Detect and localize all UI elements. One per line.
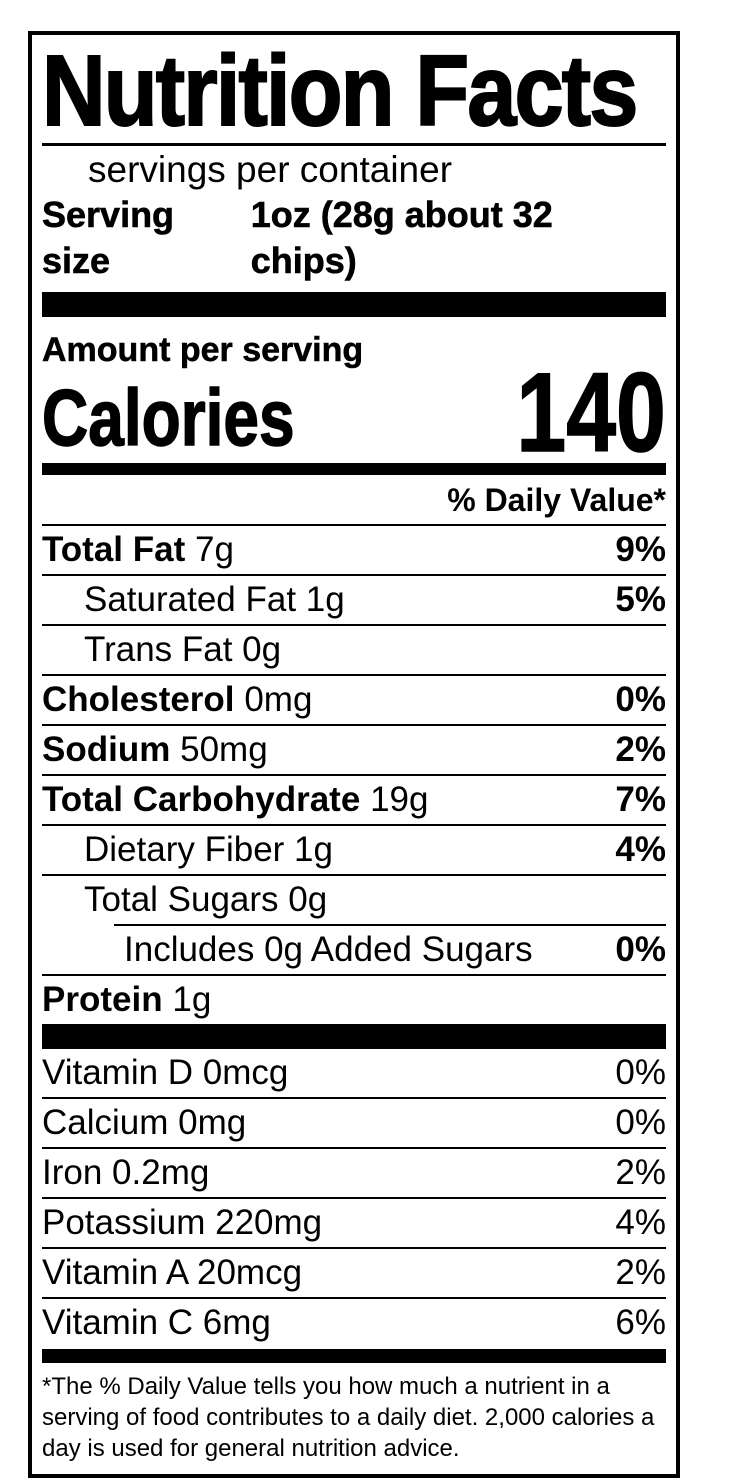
- nutrient-name: Trans Fat 0g: [42, 632, 281, 668]
- vitamin-row-potassium: Potassium 220mg 4%: [42, 1197, 666, 1247]
- vitamin-dv: 0%: [615, 1103, 666, 1142]
- servings-per-container: servings per container: [88, 149, 453, 190]
- nutrient-name: Total Carbohydrate 19g: [42, 782, 428, 818]
- nutrient-amount: Includes 0g Added Sugars: [124, 930, 533, 969]
- nutrient-row-dietary-fiber: Dietary Fiber 1g 4%: [42, 824, 666, 874]
- nutrient-name: Total Sugars 0g: [42, 882, 327, 918]
- daily-value-header: % Daily Value*: [447, 482, 666, 518]
- nutrient-dv: 7%: [615, 780, 666, 819]
- vitamin-name: Iron 0.2mg: [42, 1153, 210, 1192]
- vitamin-name: Calcium 0mg: [42, 1103, 247, 1142]
- calories-row: Calories 140: [41, 350, 667, 475]
- title-divider: [42, 143, 666, 146]
- label-title: Nutrition Facts: [41, 35, 639, 147]
- vitamin-row-calcium: Calcium 0mg 0%: [42, 1097, 666, 1147]
- nutrition-facts-label: Nutrition Facts servings per container S…: [28, 31, 680, 1478]
- nutrient-row-total-sugars: Total Sugars 0g: [42, 874, 666, 924]
- nutrient-name: Cholesterol 0mg: [42, 682, 312, 718]
- nutrient-amount: Trans Fat 0g: [84, 630, 282, 669]
- nutrient-name: Includes 0g Added Sugars: [42, 932, 533, 968]
- nutrient-dv: 4%: [615, 830, 666, 869]
- nutrient-section: Total Fat 7g 9% Saturated Fat 1g 5% Trans…: [42, 524, 666, 1024]
- calories-label: Calories: [41, 373, 295, 462]
- vitamin-row-vitamin-d: Vitamin D 0mcg 0%: [42, 1049, 666, 1097]
- thick-separator-top: [42, 292, 666, 317]
- nutrient-amount: 0mg: [244, 680, 313, 719]
- nutrient-amount: 19g: [370, 780, 429, 819]
- vitamin-name: Vitamin A 20mcg: [42, 1253, 303, 1292]
- thick-separator-middle: [42, 1024, 666, 1049]
- nutrient-amount: 1g: [172, 980, 212, 1019]
- nutrient-amount: Dietary Fiber 1g: [84, 830, 333, 869]
- vitamin-dv: 4%: [615, 1203, 666, 1242]
- vitamin-dv: 0%: [615, 1053, 666, 1092]
- nutrient-name: Saturated Fat 1g: [42, 582, 345, 618]
- nutrient-dv: 0%: [615, 680, 666, 719]
- nutrient-name-bold: Total Carbohydrate: [42, 780, 361, 819]
- nutrient-name-bold: Sodium: [42, 730, 171, 769]
- amount-per-serving-label: Amount per serving: [42, 331, 364, 370]
- nutrient-amount: 50mg: [180, 730, 268, 769]
- nutrient-dv: 2%: [615, 730, 666, 769]
- calories-separator: [42, 463, 666, 475]
- nutrient-amount: Saturated Fat 1g: [84, 580, 345, 619]
- nutrient-row-total-carbohydrate: Total Carbohydrate 19g 7%: [42, 774, 666, 824]
- added-sugars-divider: [114, 924, 666, 926]
- nutrient-name: Sodium 50mg: [42, 732, 268, 768]
- vitamin-row-vitamin-a: Vitamin A 20mcg 2%: [42, 1247, 666, 1297]
- nutrient-row-protein: Protein 1g: [42, 974, 666, 1024]
- nutrient-row-cholesterol: Cholesterol 0mg 0%: [42, 674, 666, 724]
- footnote-text: *The % Daily Value tells you how much a …: [42, 1373, 655, 1462]
- vitamin-dv: 2%: [615, 1153, 666, 1192]
- nutrient-name-bold: Cholesterol: [42, 680, 235, 719]
- nutrient-row-sodium: Sodium 50mg 2%: [42, 724, 666, 774]
- nutrient-name: Total Fat 7g: [42, 532, 234, 568]
- serving-size-row: Serving size 1oz (28g about 32 chips): [42, 192, 666, 284]
- nutrient-row-total-fat: Total Fat 7g 9%: [42, 524, 666, 574]
- vitamin-name: Potassium 220mg: [42, 1203, 323, 1242]
- vitamin-dv: 2%: [615, 1253, 666, 1292]
- serving-size-label: Serving size: [42, 194, 175, 282]
- nutrient-row-added-sugars: Includes 0g Added Sugars 0%: [42, 926, 666, 974]
- vitamin-row-iron: Iron 0.2mg 2%: [42, 1147, 666, 1197]
- nutrient-dv: 0%: [615, 930, 666, 969]
- nutrient-dv: 9%: [615, 530, 666, 569]
- nutrient-name: Dietary Fiber 1g: [42, 832, 333, 868]
- vitamin-row-vitamin-c: Vitamin C 6mg 6%: [42, 1297, 666, 1347]
- vitamin-dv: 6%: [615, 1303, 666, 1342]
- nutrient-amount: Total Sugars 0g: [84, 880, 328, 919]
- serving-size-value: 1oz (28g about 32 chips): [250, 194, 553, 282]
- nutrient-name-bold: Total Fat: [42, 530, 186, 569]
- nutrient-row-saturated-fat: Saturated Fat 1g 5%: [42, 574, 666, 624]
- vitamin-name: Vitamin D 0mcg: [42, 1053, 289, 1092]
- nutrient-amount: 7g: [195, 530, 234, 569]
- vitamin-section: Vitamin D 0mcg 0% Calcium 0mg 0% Iron 0.…: [42, 1049, 666, 1347]
- calories-value: 140: [516, 350, 667, 475]
- nutrient-dv: 5%: [615, 580, 666, 619]
- nutrient-name: Protein 1g: [42, 982, 211, 1018]
- nutrient-row-trans-fat: Trans Fat 0g: [42, 624, 666, 674]
- nutrient-name-bold: Protein: [42, 980, 163, 1019]
- footnote-separator: [42, 1349, 666, 1363]
- vitamin-name: Vitamin C 6mg: [42, 1303, 271, 1342]
